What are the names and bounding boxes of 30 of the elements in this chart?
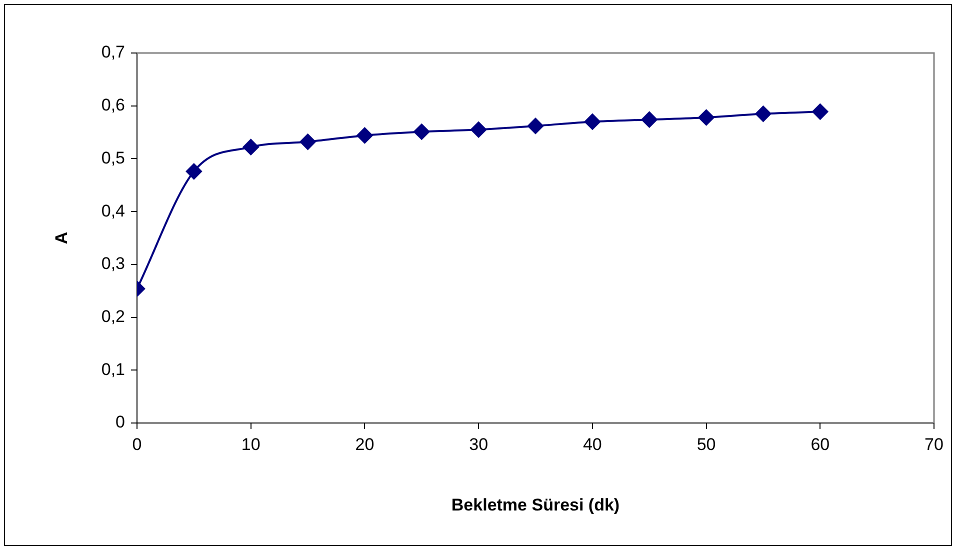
x-tick-label: 20 bbox=[355, 434, 374, 454]
x-tick-label: 30 bbox=[469, 434, 488, 454]
x-tick-label: 50 bbox=[696, 434, 716, 454]
x-axis-title: Bekletme Süresi (dk) bbox=[451, 495, 620, 514]
point bbox=[470, 122, 487, 138]
y-tick-label: 0 bbox=[116, 412, 125, 432]
point bbox=[812, 104, 828, 120]
point bbox=[584, 114, 600, 130]
point bbox=[641, 112, 658, 128]
point bbox=[356, 127, 373, 144]
y-tick-label: 0,2 bbox=[101, 306, 125, 326]
y-tick-label: 0,1 bbox=[101, 360, 125, 379]
y-tick-label: 0,6 bbox=[101, 96, 125, 115]
y-tick-label: 0,5 bbox=[101, 148, 125, 168]
point bbox=[414, 124, 430, 140]
x-tick-label: 40 bbox=[582, 434, 602, 454]
y-tick-label: 0,4 bbox=[101, 201, 125, 220]
point bbox=[528, 118, 544, 134]
point bbox=[755, 106, 772, 122]
x-tick-label: 60 bbox=[810, 434, 830, 454]
y-tick-label: 0,7 bbox=[101, 42, 125, 62]
point bbox=[698, 109, 714, 126]
x-tick-label: 70 bbox=[924, 434, 944, 454]
point bbox=[242, 139, 259, 156]
point bbox=[186, 163, 202, 180]
x-tick-label: 10 bbox=[241, 434, 260, 454]
point bbox=[300, 134, 316, 150]
y-axis-title: A bbox=[52, 232, 71, 244]
y-tick-label: 0,3 bbox=[101, 254, 125, 274]
x-tick-label: 0 bbox=[132, 434, 142, 454]
